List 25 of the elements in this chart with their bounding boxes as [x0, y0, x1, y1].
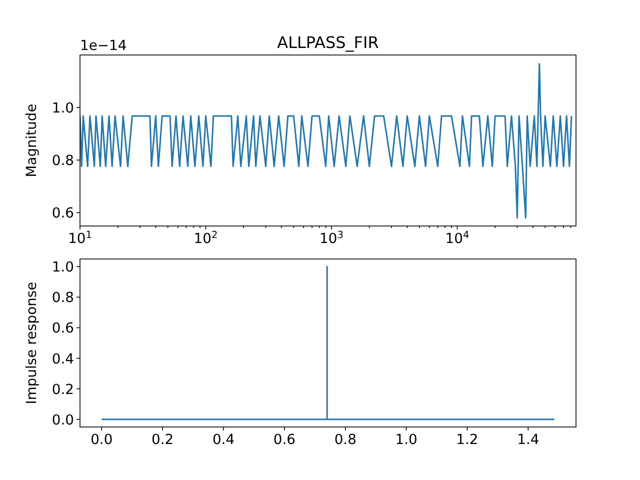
text: 1e−14 [80, 38, 127, 54]
x-tick-label: 1.4 [517, 432, 540, 448]
y-tick-label: 0.6 [52, 206, 74, 222]
y-tick-label: 0.6 [52, 320, 74, 337]
y-tick-label: 1.0 [52, 260, 74, 276]
x-tick-label: 0.6 [273, 432, 296, 448]
x-tick-label: 1.0 [395, 432, 418, 448]
x-tick-label: 10$^{2}$ [194, 230, 218, 247]
x-tick-label: 1.2 [456, 432, 478, 448]
y-tick-label: 1.0 [52, 100, 74, 117]
x-tick-label: 10$^{1}$ [68, 230, 92, 247]
y-tick-label: 0.8 [52, 290, 74, 306]
x-tick-label: 10$^{4}$ [445, 230, 470, 247]
x-tick-label: 0.2 [152, 432, 174, 448]
y-tick-label: 0.2 [52, 382, 74, 398]
x-tick-label: 10$^{3}$ [320, 230, 344, 247]
y-axis-title: Magnitude [24, 104, 40, 178]
y-tick-label: 0.0 [52, 412, 74, 428]
x-tick-label: 0.4 [212, 432, 235, 448]
chart-title: ALLPASS_FIR [277, 33, 379, 52]
x-tick-label: 0.0 [90, 432, 113, 448]
x-tick-label: 0.8 [334, 432, 356, 448]
y-tick-label: 0.4 [52, 351, 74, 368]
y-axis-title: Impulse response [24, 282, 40, 404]
y-tick-label: 0.8 [52, 153, 74, 170]
